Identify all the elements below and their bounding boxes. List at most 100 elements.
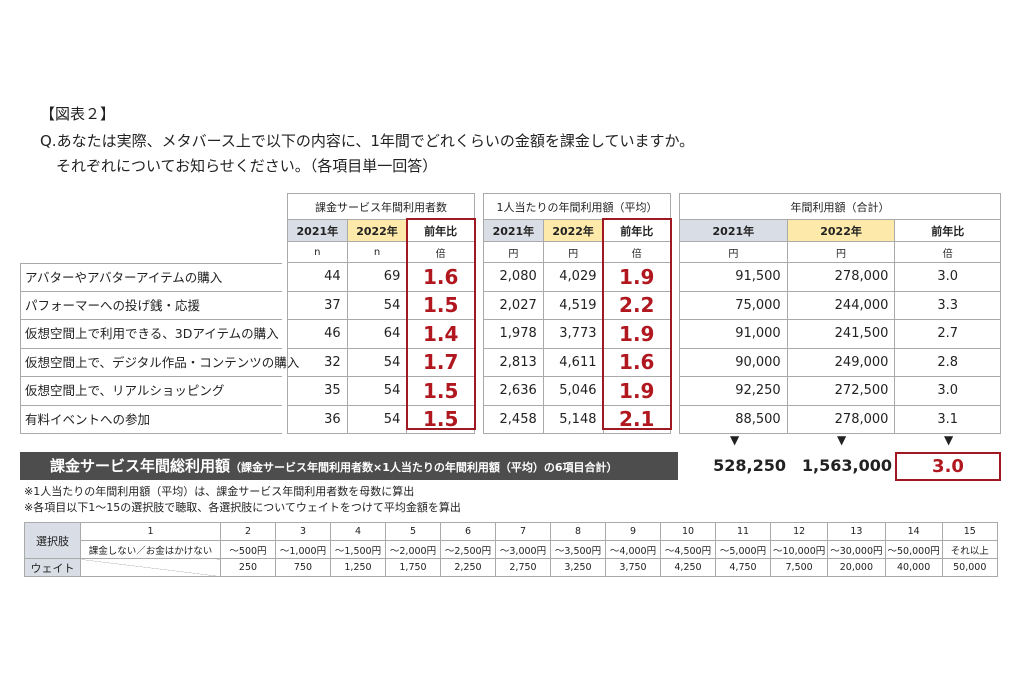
users-table: 課金サービス年間利用者数 2021年 2022年 前年比 n n 倍 44 69 1… — [287, 193, 475, 434]
cell: 92,250 — [679, 376, 788, 406]
total-ratio: 3.0 — [895, 452, 1001, 481]
weight-value: 2,750 — [495, 558, 551, 577]
option-number: 7 — [495, 522, 551, 541]
options-table: 選択肢 1 2 3 4 5 6 7 8 9 10 11 12 13 14 15 … — [24, 522, 998, 577]
weight-value: 3,250 — [550, 558, 606, 577]
col-2021: 2021年 — [483, 219, 544, 242]
option-text: ～500円 — [220, 540, 276, 559]
cell: 272,500 — [786, 376, 896, 406]
option-text: ～1,500円 — [330, 540, 386, 559]
option-number: 14 — [884, 522, 943, 541]
weight-value: 4,250 — [660, 558, 716, 577]
cell: 278,000 — [786, 404, 896, 434]
note-2: ※各項目以下1～15の選択肢で聴取、各選択肢についてウェイトをつけて平均金額を算… — [24, 501, 461, 514]
unit: n — [346, 241, 408, 263]
col-2022: 2022年 — [786, 219, 896, 242]
weight-value: 250 — [220, 558, 276, 577]
cell: 35 — [287, 376, 348, 406]
weight-value: 20,000 — [827, 558, 886, 577]
unit: 円 — [483, 241, 544, 263]
col-2022: 2022年 — [542, 219, 604, 242]
down-arrow-icon: ▼ — [944, 433, 954, 447]
row-label: 有料イベントへの参加 — [20, 405, 282, 434]
row-label: 仮想空間上で利用できる、3Dアイテムの購入 — [20, 320, 282, 349]
total-label-main: 課金サービス年間総利用額 — [50, 457, 231, 475]
col-2021: 2021年 — [679, 219, 788, 242]
col-ratio: 前年比 — [894, 219, 1001, 242]
cell: 241,500 — [786, 319, 896, 349]
row-label: アバターやアバターアイテムの購入 — [20, 263, 282, 292]
total-2021: 528,250 — [713, 456, 786, 475]
unit: n — [287, 241, 348, 263]
cell: 2,027 — [483, 290, 544, 320]
down-arrow-icon: ▼ — [730, 433, 740, 447]
cell: 91,500 — [679, 262, 788, 292]
option-number: 15 — [941, 522, 998, 541]
weight-value: 40,000 — [884, 558, 943, 577]
cell: 54 — [346, 347, 408, 377]
unit: 円 — [542, 241, 604, 263]
cell: 36 — [287, 404, 348, 434]
question-line-2: それぞれについてお知らせください。（各項目単一回答） — [56, 157, 438, 175]
cell: 54 — [346, 290, 408, 320]
option-number: 3 — [275, 522, 331, 541]
col-2021: 2021年 — [287, 219, 348, 242]
option-text: ～1,000円 — [275, 540, 331, 559]
unit: 円 — [679, 241, 788, 263]
cell: 3.0 — [894, 376, 1001, 406]
row-label: パフォーマーへの投げ銭・応援 — [20, 291, 282, 320]
note-1: ※1人当たりの年間利用額（平均）は、課金サービス年間利用者数を母数に算出 — [24, 485, 415, 498]
cell: 249,000 — [786, 347, 896, 377]
option-text: 課金しない／お金はかけない — [80, 540, 221, 559]
option-number: 2 — [220, 522, 276, 541]
cell: 4,519 — [542, 290, 604, 320]
cell: 5,148 — [542, 404, 604, 434]
option-text: ～50,000円 — [884, 540, 943, 559]
option-number: 9 — [605, 522, 661, 541]
unit: 円 — [786, 241, 896, 263]
cell: 91,000 — [679, 319, 788, 349]
users-group-header: 課金サービス年間利用者数 — [287, 193, 475, 220]
option-text: ～4,500円 — [660, 540, 716, 559]
option-number: 8 — [550, 522, 606, 541]
option-number: 4 — [330, 522, 386, 541]
weight-value: 4,750 — [715, 558, 771, 577]
cell: 90,000 — [679, 347, 788, 377]
weight-value: 750 — [275, 558, 331, 577]
row-labels: アバターやアバターアイテムの購入 パフォーマーへの投げ銭・応援 仮想空間上で利用… — [20, 263, 299, 434]
total-table: 年間利用額（合計） 2021年 2022年 前年比 円 円 倍 91,500 27… — [679, 193, 1001, 434]
option-number: 6 — [440, 522, 496, 541]
cell: 278,000 — [786, 262, 896, 292]
row-label: 仮想空間上で、デジタル作品・コンテンツの購入 — [20, 348, 299, 377]
cell: 54 — [346, 404, 408, 434]
cell: 244,000 — [786, 290, 896, 320]
options-label: 選択肢 — [24, 522, 81, 559]
option-text: それ以上 — [941, 540, 998, 559]
cell: 2.7 — [894, 319, 1001, 349]
option-number: 1 — [80, 522, 221, 541]
ratio-cell: 1.5 — [406, 290, 475, 320]
cell: 46 — [287, 319, 348, 349]
down-arrow-icon: ▼ — [837, 433, 847, 447]
col-2022: 2022年 — [346, 219, 408, 242]
total-2022: 1,563,000 — [801, 456, 892, 475]
ratio-cell: 1.4 — [406, 319, 475, 349]
cell: 75,000 — [679, 290, 788, 320]
option-number: 12 — [769, 522, 829, 541]
unit: 倍 — [894, 241, 1001, 263]
weight-value: 3,750 — [605, 558, 661, 577]
cell: 3.3 — [894, 290, 1001, 320]
ratio-highlight-box — [406, 218, 476, 430]
cell: 54 — [346, 376, 408, 406]
ratio-highlight-box — [602, 218, 672, 430]
option-text: ～10,000円 — [769, 540, 829, 559]
total-label-sub: （課金サービス年間利用者数×1人当たりの年間利用額（平均）の6項目合計） — [230, 461, 618, 474]
option-number: 5 — [385, 522, 441, 541]
cell: 2.8 — [894, 347, 1001, 377]
figure-label: 【図表２】 — [40, 105, 116, 123]
weight-label: ウェイト — [24, 558, 81, 577]
weight-value: 1,250 — [330, 558, 386, 577]
cell: 64 — [346, 319, 408, 349]
option-text: ～5,000円 — [715, 540, 771, 559]
row-label: 仮想空間上で、リアルショッピング — [20, 377, 282, 406]
